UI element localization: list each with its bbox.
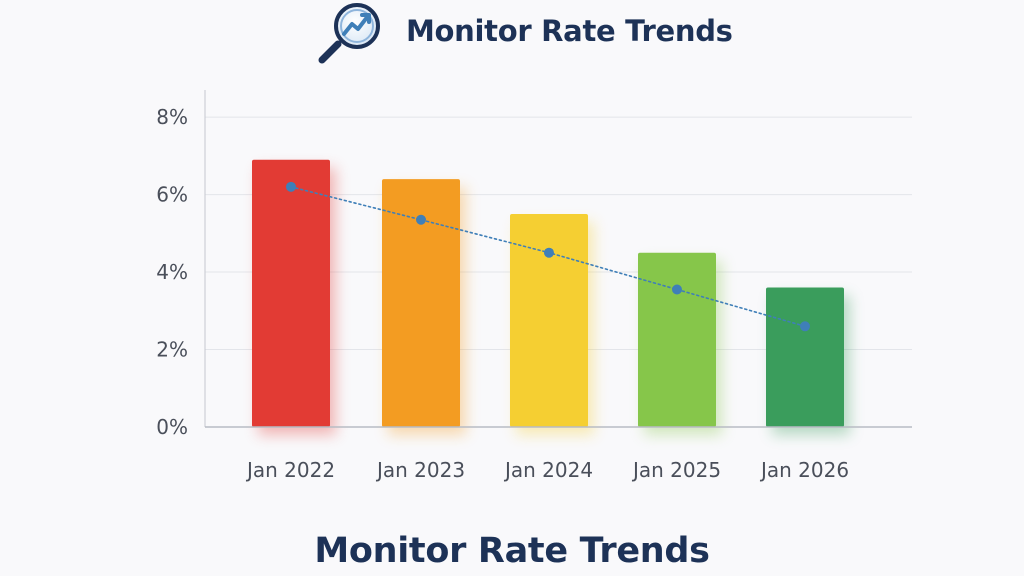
bar	[766, 287, 844, 427]
trend-point	[544, 247, 554, 258]
trend-point	[672, 284, 682, 295]
trend-point	[286, 181, 296, 192]
x-tick-label: Jan 2024	[503, 458, 593, 482]
bar	[638, 252, 716, 427]
y-tick-label: 0%	[156, 415, 188, 439]
x-tick-label: Jan 2022	[245, 458, 335, 482]
chart-header: Monitor Rate Trends	[0, 0, 1024, 72]
trend-layer	[286, 181, 810, 332]
bottom-title: Monitor Rate Trends	[314, 531, 710, 571]
trend-point	[800, 321, 810, 332]
y-tick-label: 8%	[156, 105, 188, 129]
y-tick-label: 6%	[156, 183, 188, 207]
magnifier-trend-icon	[318, 3, 380, 64]
y-tick-label: 4%	[156, 260, 188, 284]
axis-layer: 0% 2% 4% 6% 8% Jan 2022 Jan 2023 Jan 2024 Jan 20…	[156, 90, 912, 482]
bar-layer	[252, 159, 850, 436]
header-title: Monitor Rate Trends	[406, 14, 733, 48]
bar	[510, 213, 588, 427]
bar	[252, 159, 330, 428]
x-tick-label: Jan 2025	[631, 458, 721, 482]
x-tick-label: Jan 2026	[759, 458, 849, 482]
bar-chart: 0% 2% 4% 6% 8% Jan 2022 Jan 2023 Jan 2024 Jan 20…	[156, 90, 912, 482]
bar	[382, 179, 460, 427]
y-tick-label: 2%	[156, 338, 188, 362]
trend-point	[416, 214, 426, 225]
x-tick-label: Jan 2023	[375, 458, 465, 482]
